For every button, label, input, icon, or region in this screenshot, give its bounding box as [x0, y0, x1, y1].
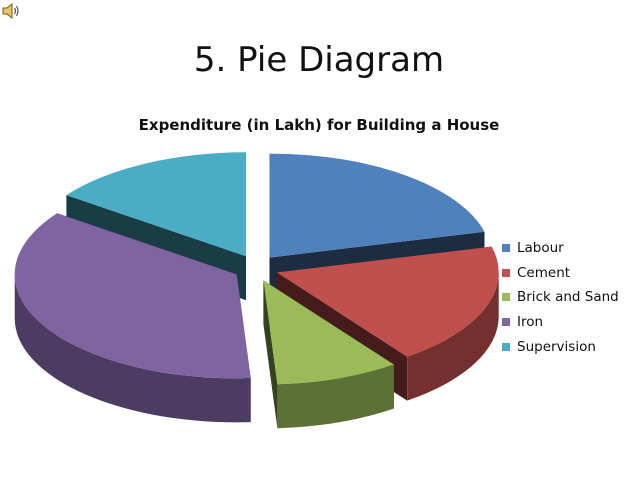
pie-slice-brick-and-sand — [263, 280, 394, 385]
pie-slice-cement — [276, 246, 499, 357]
legend-swatch-cement — [502, 268, 510, 277]
legend-label-cement: Cement — [517, 264, 571, 281]
legend-item-supervision: Supervision — [502, 334, 619, 359]
legend-label-brick-and-sand: Brick and Sand — [517, 289, 619, 306]
pie-slice-iron — [14, 213, 251, 379]
legend-item-cement: Cement — [502, 261, 619, 286]
legend-swatch-labour — [502, 244, 510, 253]
pie-slice-labour — [269, 153, 485, 258]
legend-swatch-iron — [502, 318, 510, 327]
chart-legend: Labour Cement Brick and Sand Iron Superv… — [502, 236, 619, 359]
pie-slice-supervision — [66, 152, 247, 257]
legend-label-iron: Iron — [517, 314, 544, 331]
legend-item-iron: Iron — [502, 310, 619, 335]
pie-edge-brick-and-sand-end — [263, 280, 278, 429]
pie-side-brick-and-sand — [277, 364, 394, 429]
legend-label-labour: Labour — [517, 240, 564, 257]
legend-swatch-supervision — [502, 342, 510, 351]
slide-title: 5. Pie Diagram — [193, 40, 445, 80]
pie-chart — [14, 152, 499, 429]
pie-side-cement — [407, 272, 499, 401]
pie-side-iron — [14, 274, 251, 423]
legend-swatch-brick-and-sand — [502, 293, 510, 302]
legend-item-brick-and-sand: Brick and Sand — [502, 285, 619, 310]
legend-label-supervision: Supervision — [517, 338, 596, 355]
legend-item-labour: Labour — [502, 236, 619, 261]
speaker-icon[interactable] — [2, 2, 20, 20]
chart-title: Expenditure (in Lakh) for Building a Hou… — [138, 116, 500, 134]
